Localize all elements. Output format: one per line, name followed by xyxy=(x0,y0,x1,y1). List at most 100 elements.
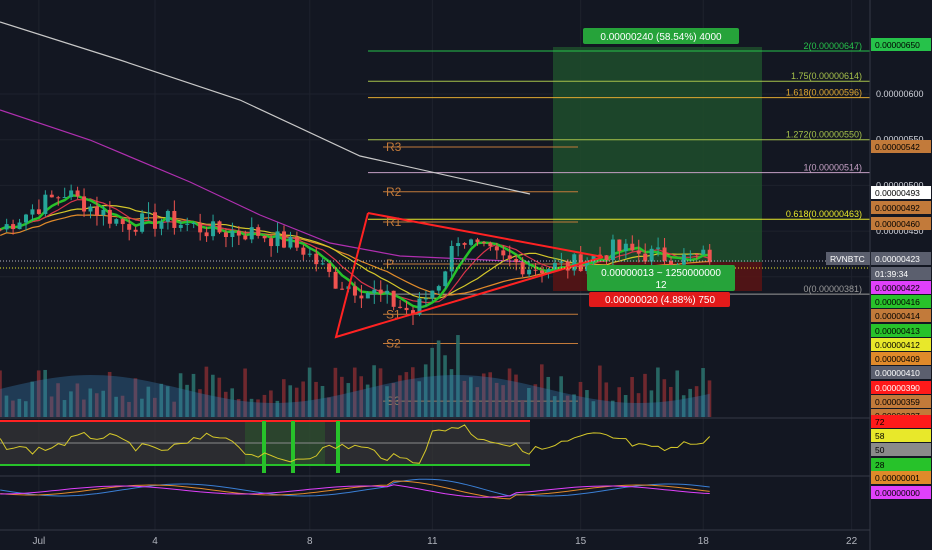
volume-bar xyxy=(69,391,73,417)
candle-body xyxy=(694,254,699,256)
candle-body xyxy=(11,224,16,230)
candlesticks xyxy=(0,184,712,325)
volume-bar xyxy=(436,340,441,417)
candle-body xyxy=(565,261,570,271)
volume-bar xyxy=(546,376,551,417)
volume-bar xyxy=(488,372,492,417)
volume-bar xyxy=(0,370,2,417)
candle-body xyxy=(88,206,93,212)
price-badge xyxy=(871,38,931,51)
candle-body xyxy=(94,206,99,216)
price-badge xyxy=(871,338,931,351)
rsi-signal-bar xyxy=(291,421,295,473)
volume-bar xyxy=(636,393,641,417)
fibonacci-extension[interactable]: 2(0.00000647) 1.75(0.00000614) 1.618(0.000… xyxy=(368,41,870,295)
time-axis[interactable]: Jul48111518222529Aug xyxy=(33,536,932,547)
price-badge xyxy=(871,395,931,408)
volume-bar xyxy=(372,365,376,417)
price-badge xyxy=(871,267,931,280)
candle-body xyxy=(436,286,441,291)
volume-bar xyxy=(82,399,86,417)
candle-body xyxy=(501,250,506,256)
volume-bar xyxy=(681,395,686,417)
volume-bar xyxy=(694,386,699,417)
volume-bar xyxy=(540,364,544,417)
volume-bar xyxy=(662,379,667,417)
entry-label-box[interactable]: 0.00000013 ~ 1250000000 12 xyxy=(587,265,735,291)
ma-200-line xyxy=(0,21,531,195)
pivot-points: R3R2R1PS1S2S3 xyxy=(383,140,578,408)
volume-bar xyxy=(385,386,389,417)
candle-body xyxy=(533,269,538,271)
volume-bar xyxy=(404,372,409,417)
candle-body xyxy=(236,230,241,236)
candle-body xyxy=(378,289,383,294)
volume-bar xyxy=(649,390,654,417)
candle-body xyxy=(107,209,112,224)
candle-body xyxy=(36,209,41,214)
price-badge-label: 0.00000650 xyxy=(875,40,920,50)
candle-body xyxy=(320,263,325,265)
volume-bar xyxy=(146,386,151,417)
price-badge-label: 0.00000414 xyxy=(875,311,920,321)
fib-level-label: 0.618(0.00000463) xyxy=(786,209,862,219)
volume-bar xyxy=(243,368,247,417)
entry-label-line1: 0.00000013 ~ 1250000000 xyxy=(601,268,721,279)
volume-bar xyxy=(643,373,647,417)
stop-label-box[interactable]: 0.00000020 (4.88%) 750 xyxy=(589,292,730,307)
volume-bar xyxy=(630,377,634,417)
volume-bar xyxy=(307,367,312,417)
volume-bar xyxy=(56,383,60,417)
candle-body xyxy=(133,229,138,232)
volume-bar xyxy=(604,382,609,417)
candle-body xyxy=(165,210,170,222)
price-badge-label: 0.00000493 xyxy=(875,188,920,198)
volume-bar xyxy=(462,380,467,417)
pivot-label: S2 xyxy=(386,337,401,351)
volume-bar xyxy=(423,364,428,417)
candle-body xyxy=(327,263,332,272)
volume-bar xyxy=(591,401,596,417)
entry-label-line2: 12 xyxy=(655,280,667,291)
target-label: 0.00000240 (58.54%) 4000 xyxy=(600,32,722,43)
candle-body xyxy=(275,231,280,247)
volume-bar xyxy=(359,376,363,417)
volume-bar xyxy=(688,388,692,417)
candle-body xyxy=(546,269,551,274)
candle-body xyxy=(462,243,467,245)
price-badge-label: 50 xyxy=(875,445,885,455)
candle-body xyxy=(146,212,151,214)
candle-body xyxy=(288,236,293,248)
volume-bar xyxy=(378,368,383,417)
triangle-outline xyxy=(334,212,604,339)
stop-label: 0.00000020 (4.88%) 750 xyxy=(605,295,716,306)
symmetrical-triangle[interactable] xyxy=(334,212,604,339)
candle-body xyxy=(610,239,615,260)
fib-level-label: 1.75(0.00000614) xyxy=(791,71,862,81)
candle-body xyxy=(211,221,216,237)
price-badge xyxy=(826,252,870,265)
target-label-box[interactable]: 0.00000240 (58.54%) 4000 xyxy=(583,28,739,44)
volume-bar xyxy=(565,395,570,417)
price-badge-label: 0.00000359 xyxy=(875,397,920,407)
candle-body xyxy=(204,232,209,237)
volume-bar xyxy=(494,382,499,417)
volume-bar xyxy=(481,373,486,417)
candle-body xyxy=(307,253,312,255)
volume-bar xyxy=(675,370,680,417)
volume-bar xyxy=(340,376,344,417)
volume-bar xyxy=(165,386,170,417)
volume-bar xyxy=(398,375,402,417)
volume-bar xyxy=(153,397,157,417)
volume-bar xyxy=(623,395,628,417)
price-badge-label: 01:39:34 xyxy=(875,269,908,279)
candle-body xyxy=(4,224,9,230)
price-badge-label: 28 xyxy=(875,460,885,470)
candle-body xyxy=(243,235,248,240)
volume-bar xyxy=(36,370,41,417)
price-tick-label: 0.00000500 xyxy=(876,180,924,190)
candle-body xyxy=(256,227,261,236)
candle-body xyxy=(591,254,596,262)
